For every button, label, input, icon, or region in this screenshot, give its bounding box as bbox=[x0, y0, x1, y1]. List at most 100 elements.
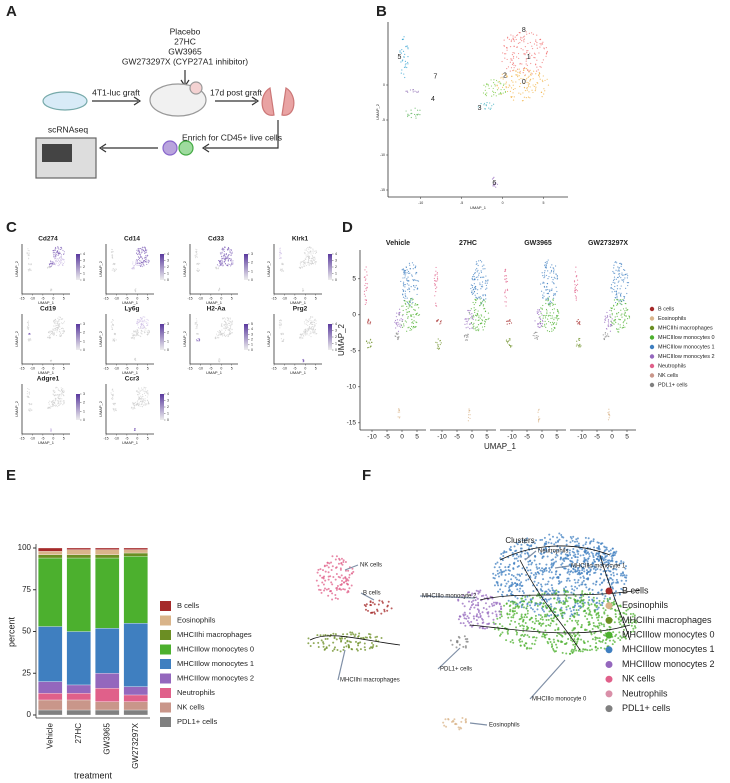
cell-dot bbox=[511, 63, 514, 66]
cell-dot bbox=[598, 599, 601, 602]
cell-dot bbox=[567, 638, 570, 641]
cell-dot bbox=[140, 326, 142, 328]
x-tick-label: -5 bbox=[125, 366, 128, 370]
cell-dot bbox=[541, 42, 543, 44]
cell-dot bbox=[576, 611, 579, 614]
cell-dot bbox=[508, 613, 511, 616]
cell-dot bbox=[507, 629, 510, 632]
cell-dot bbox=[555, 273, 557, 275]
cell-dot bbox=[607, 325, 609, 328]
cell-dot bbox=[621, 588, 624, 591]
cell-dot bbox=[611, 288, 613, 290]
cell-dot bbox=[403, 325, 405, 327]
cell-dot bbox=[602, 607, 605, 610]
cell-dot bbox=[597, 611, 600, 614]
cell-dot bbox=[560, 606, 563, 609]
cell-dot bbox=[305, 319, 307, 321]
cell-dot bbox=[504, 566, 507, 569]
cell-dot bbox=[135, 403, 138, 406]
cell-dot bbox=[53, 325, 55, 327]
cell-dot bbox=[137, 253, 139, 255]
cell-dot bbox=[479, 317, 481, 319]
cell-dot bbox=[615, 321, 617, 324]
cell-dot bbox=[137, 256, 139, 258]
cell-dot bbox=[537, 613, 540, 616]
cell-dot bbox=[141, 256, 143, 258]
cell-dot bbox=[311, 327, 313, 329]
cell-dot bbox=[111, 254, 113, 256]
cell-dot bbox=[480, 314, 482, 316]
cell-dot bbox=[28, 333, 30, 335]
bar-segment bbox=[123, 552, 148, 557]
cell-dot bbox=[307, 328, 309, 330]
cell-dot bbox=[115, 339, 117, 341]
cell-dot bbox=[141, 262, 143, 264]
cell-dot bbox=[49, 262, 52, 265]
cell-dot bbox=[535, 566, 538, 569]
cell-dot bbox=[231, 320, 233, 322]
cell-dot bbox=[555, 553, 558, 556]
cell-dot bbox=[556, 278, 558, 280]
cell-dot bbox=[577, 608, 580, 611]
cell-dot bbox=[398, 417, 401, 419]
cell-dot bbox=[500, 83, 502, 85]
cell-dot bbox=[561, 635, 564, 638]
cell-dot bbox=[621, 274, 623, 276]
cell-dot bbox=[29, 409, 31, 411]
cell-dot bbox=[577, 571, 580, 574]
cell-dot bbox=[625, 574, 628, 577]
cell-dot bbox=[627, 621, 630, 624]
cell-dot bbox=[571, 619, 574, 622]
cell-dot bbox=[531, 561, 534, 564]
cell-dot bbox=[407, 280, 409, 282]
colorbar-label: 3 bbox=[83, 322, 85, 326]
cell-dot bbox=[364, 279, 366, 281]
cell-dot bbox=[310, 316, 312, 318]
cell-dot bbox=[57, 259, 59, 262]
cell-dot bbox=[522, 635, 525, 638]
cell-dot bbox=[48, 263, 50, 265]
cell-dot bbox=[406, 313, 408, 315]
cell-dot bbox=[60, 332, 62, 334]
cell-dot bbox=[28, 270, 30, 272]
cell-dot bbox=[560, 580, 563, 583]
cell-dot bbox=[539, 418, 541, 420]
cell-dot bbox=[215, 336, 217, 338]
cell-dot bbox=[467, 318, 469, 320]
cell-dot bbox=[574, 604, 577, 607]
cell-dot bbox=[581, 650, 584, 653]
cell-dot bbox=[114, 270, 116, 272]
cell-dot bbox=[143, 320, 145, 322]
cell-dot bbox=[315, 320, 317, 322]
cell-dot bbox=[466, 339, 468, 341]
cell-dot bbox=[524, 633, 527, 636]
cell-dot bbox=[140, 323, 142, 325]
cell-dot bbox=[512, 55, 515, 58]
cell-dot bbox=[553, 650, 556, 653]
cell-dot bbox=[312, 323, 314, 325]
cell-dot bbox=[614, 590, 617, 593]
cell-dot bbox=[522, 36, 525, 38]
cell-dot bbox=[397, 416, 399, 418]
cell-dot bbox=[543, 285, 545, 288]
cell-dot bbox=[533, 622, 536, 625]
cell-dot bbox=[564, 586, 567, 589]
cell-dot bbox=[482, 268, 484, 270]
umap-points bbox=[278, 246, 318, 292]
cell-dot bbox=[195, 326, 197, 328]
cell-dot bbox=[511, 80, 513, 82]
cell-dot bbox=[197, 333, 199, 335]
cell-dot bbox=[472, 318, 474, 320]
cell-dot bbox=[221, 263, 223, 265]
cell-dot bbox=[26, 327, 28, 329]
cell-dot bbox=[606, 567, 609, 570]
cell-dot bbox=[521, 640, 524, 643]
cell-dot bbox=[557, 310, 559, 312]
cell-dot bbox=[299, 262, 301, 264]
cell-dot bbox=[139, 397, 141, 399]
cell-dot bbox=[54, 253, 56, 255]
cell-dot bbox=[527, 85, 530, 87]
cell-dot bbox=[600, 589, 603, 592]
cell-dot bbox=[611, 587, 614, 590]
cell-dot bbox=[55, 262, 57, 264]
